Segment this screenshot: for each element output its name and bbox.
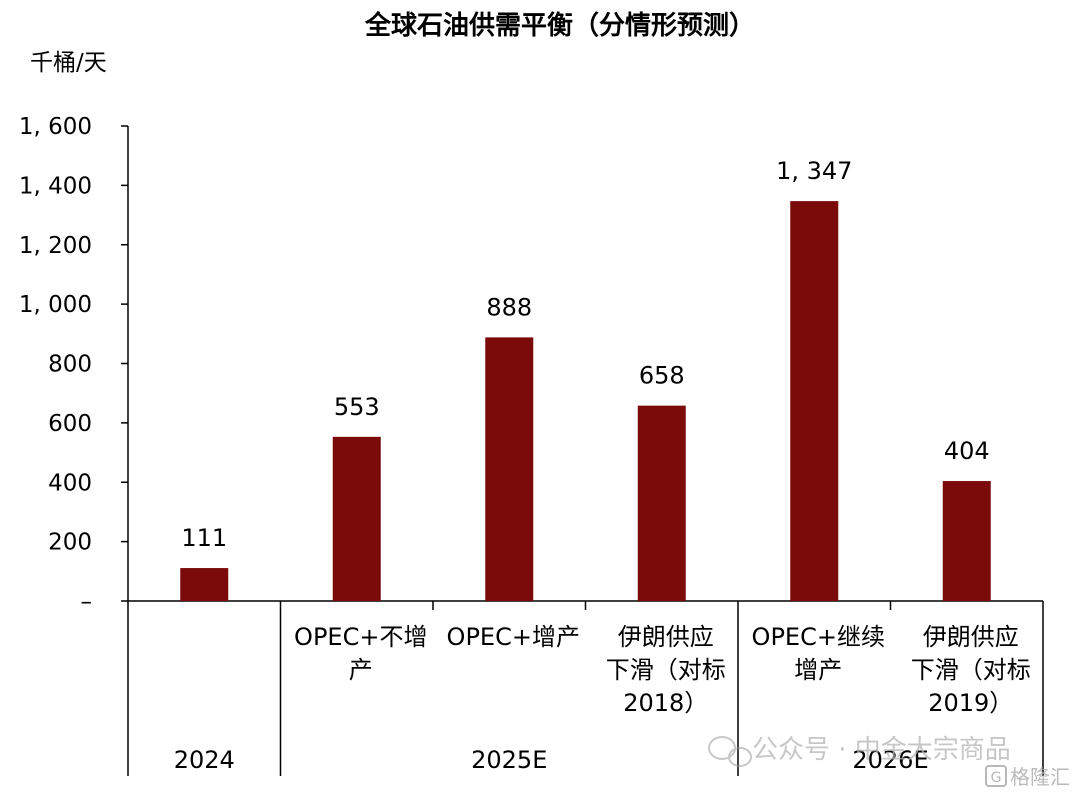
- category-label: OPEC+增产: [447, 623, 580, 651]
- bar: [790, 201, 839, 601]
- y-tick-label: –: [81, 589, 93, 615]
- chart-title: 全球石油供需平衡（分情形预测）: [364, 10, 755, 41]
- data-labels: 111 553 888 658 1, 347 404: [181, 157, 989, 552]
- data-label: 888: [486, 293, 532, 321]
- category-label: 伊朗供应: [923, 623, 1019, 651]
- category-label: 增产: [794, 656, 842, 684]
- brand-watermark-text: 格隆汇: [1010, 765, 1070, 789]
- y-tick-label: 800: [48, 352, 92, 378]
- category-label: 产: [349, 656, 373, 684]
- category-label: 下滑（对标: [606, 656, 726, 684]
- watermark-text: 公众号 · 中金大宗商品: [752, 735, 1011, 765]
- brand-logo-icon: G: [985, 765, 1007, 787]
- y-tick-label: 200: [48, 530, 92, 556]
- y-tick-label: 1, 400: [19, 173, 92, 199]
- bars: [180, 201, 991, 601]
- watermark: 公众号 · 中金大宗商品 G 格隆汇: [708, 735, 1070, 789]
- y-tick-label: 1, 000: [19, 292, 92, 318]
- wechat-icon: [708, 736, 752, 767]
- y-tick-label: 1, 200: [19, 233, 92, 259]
- group-label: 2024: [174, 746, 235, 774]
- group-label: 2026E: [852, 746, 928, 774]
- group-labels: 2024 2025E 2026E: [174, 746, 929, 774]
- axes: [127, 126, 1044, 776]
- y-axis-ticks: – 200 400 600 800 1, 000 1, 200 1, 400 1, 600: [19, 114, 128, 615]
- group-label: 2025E: [471, 746, 547, 774]
- category-label: 下滑（对标: [911, 656, 1031, 684]
- bar: [942, 481, 991, 601]
- category-label: 2018）: [623, 689, 708, 717]
- bar: [637, 405, 686, 601]
- svg-text:G: G: [991, 770, 1002, 786]
- category-label: OPEC+不增: [294, 623, 427, 651]
- data-label: 553: [334, 393, 380, 421]
- category-label: 2019）: [928, 689, 1013, 717]
- data-label: 1, 347: [776, 157, 852, 185]
- y-tick-label: 1, 600: [19, 114, 92, 140]
- bar: [180, 568, 229, 601]
- data-label: 111: [181, 524, 227, 552]
- data-label: 404: [944, 437, 990, 465]
- bar: [332, 436, 381, 601]
- y-tick-label: 400: [48, 470, 92, 496]
- y-axis-unit: 千桶/天: [30, 50, 107, 76]
- data-label: 658: [639, 362, 685, 390]
- bar: [485, 337, 534, 601]
- category-label: OPEC+继续: [752, 623, 885, 651]
- category-label: 伊朗供应: [618, 623, 714, 651]
- y-tick-label: 600: [48, 411, 92, 437]
